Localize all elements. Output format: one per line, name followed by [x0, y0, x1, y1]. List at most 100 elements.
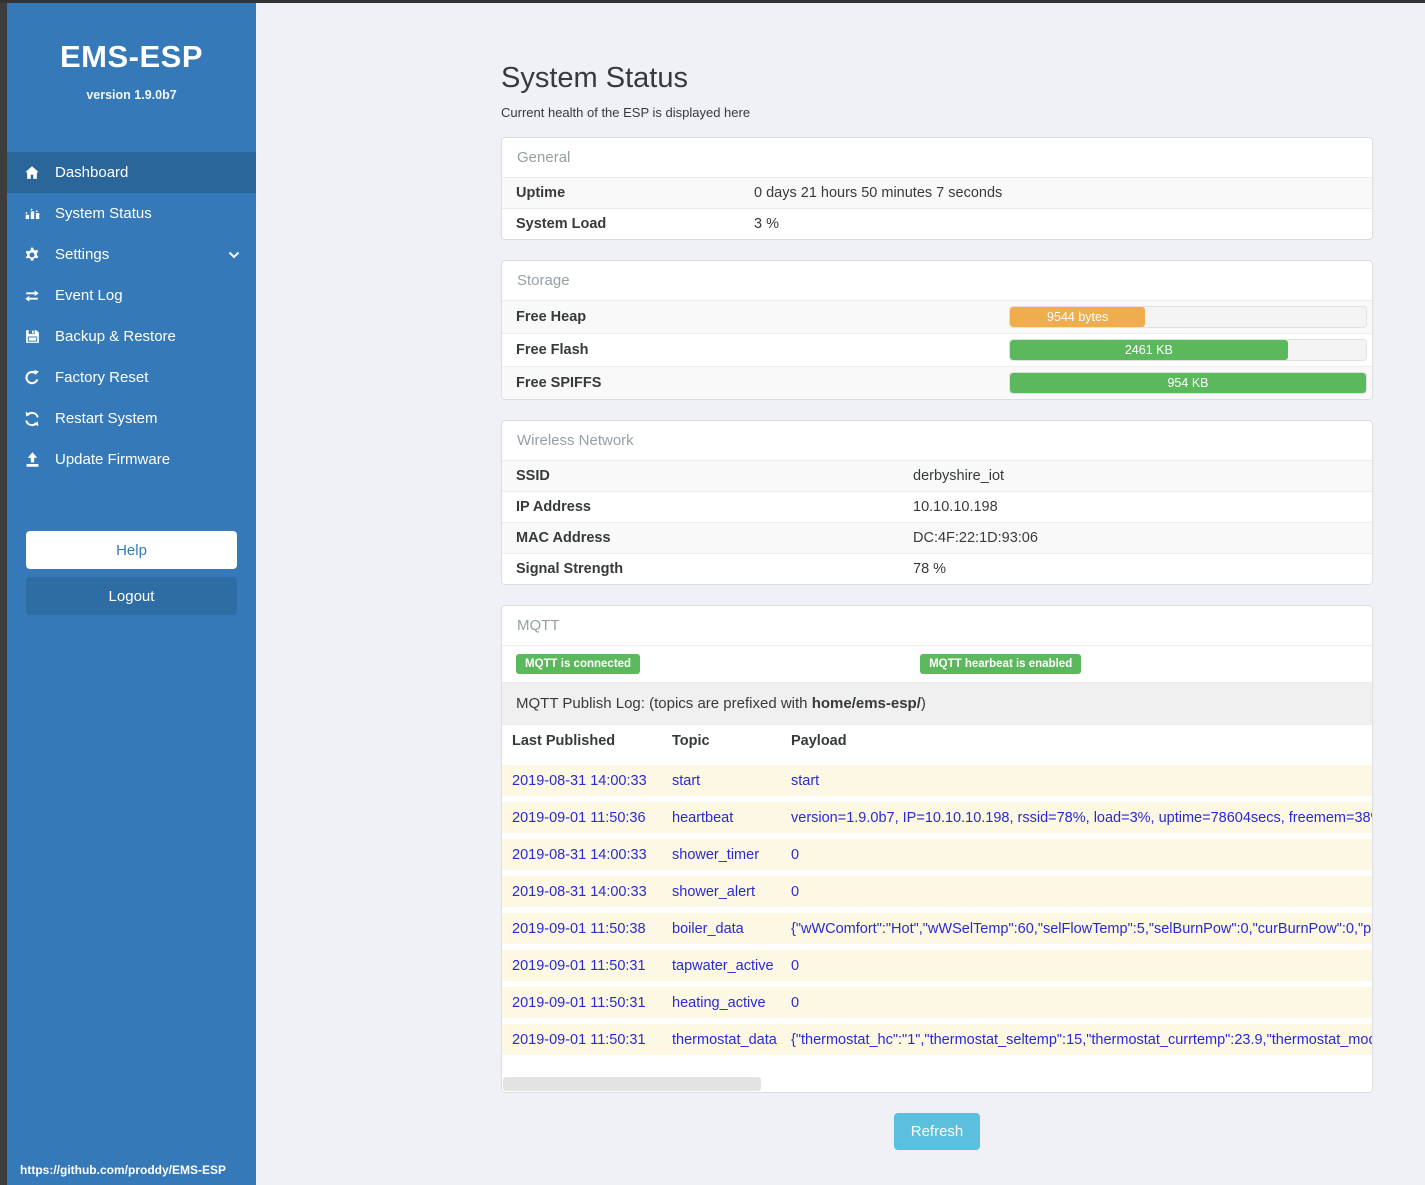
row-value: derbyshire_iot [913, 468, 1005, 484]
column-header-payload: Payload [791, 733, 847, 749]
repeat-icon [22, 368, 42, 388]
sidebar-item-system-status[interactable]: System Status [7, 193, 256, 234]
row-label: IP Address [516, 499, 591, 515]
storage-row-free-spiffs: Free SPIFFS 954 KB [502, 366, 1372, 399]
status-badge: MQTT hearbeat is enabled [920, 654, 1082, 674]
page-title: System Status [501, 62, 688, 94]
horizontal-scrollbar[interactable] [502, 1077, 1372, 1092]
sidebar-item-label: System Status [55, 205, 152, 222]
mqtt-panel: MQTT MQTT is connected MQTT hearbeat is e… [501, 605, 1373, 1093]
cell-last-published: 2019-09-01 11:50:31 [512, 1031, 646, 1048]
wireless-panel-title: Wireless Network [517, 432, 634, 449]
sidebar-item-label: Event Log [55, 287, 123, 304]
cell-last-published: 2019-08-31 14:00:33 [512, 883, 647, 900]
sidebar-item-event-log[interactable]: Event Log [7, 275, 256, 316]
sidebar-item-update-firmware[interactable]: Update Firmware [7, 439, 256, 480]
app-title: EMS-ESP [59, 39, 204, 74]
table-bottom-space [502, 1055, 1372, 1077]
progress-bar-fill: 954 KB [1010, 373, 1366, 393]
row-label: Free Flash [516, 342, 589, 358]
cell-topic: start [672, 772, 701, 789]
sidebar-item-label: Factory Reset [55, 369, 149, 386]
table-row-heating_active: 2019-09-01 11:50:31 heating_active 0 [502, 987, 1372, 1018]
sidebar-item-backup-restore[interactable]: Backup & Restore [7, 316, 256, 357]
progress-bar-track: 2461 KB [1009, 339, 1367, 361]
row-label: SSID [516, 468, 550, 484]
table-row-boiler_data: 2019-09-01 11:50:38 boiler_data {"wWComfor… [502, 913, 1372, 944]
upload-icon [22, 450, 42, 470]
sidebar-item-label: Update Firmware [55, 451, 171, 468]
mqtt-status-badges: MQTT is connected MQTT hearbeat is enable… [502, 645, 1372, 682]
sidebar: EMS-ESP version 1.9.0b7 Dashboard System … [7, 3, 256, 1185]
save-icon [22, 327, 42, 347]
app-version: version 1.9.0b7 [86, 88, 177, 102]
sidebar-nav: Dashboard System Status Settings Event Log B… [7, 152, 256, 480]
table-row-heartbeat: 2019-09-01 11:50:36 heartbeat version=1.9.… [502, 802, 1372, 833]
wireless-row-ssid: SSID derbyshire_iot [502, 460, 1372, 491]
home-icon [22, 163, 42, 183]
sidebar-item-factory-reset[interactable]: Factory Reset [7, 357, 256, 398]
storage-panel-title: Storage [517, 272, 570, 289]
github-link[interactable]: https://github.com/proddy/EMS-ESP [20, 1163, 226, 1177]
table-row-thermostat_data: 2019-09-01 11:50:31 thermostat_data {"ther… [502, 1024, 1372, 1055]
refresh-area: Refresh [501, 1113, 1373, 1150]
table-row-shower_alert: 2019-08-31 14:00:33 shower_alert 0 [502, 876, 1372, 907]
cell-topic: boiler_data [672, 920, 744, 937]
storage-panel: Storage Free Heap 9544 bytes Free Flash 246… [501, 260, 1373, 400]
mqtt-publish-log-caption: MQTT Publish Log: (topics are prefixed w… [502, 682, 1372, 724]
chart-icon [22, 204, 42, 224]
publish-log-text: MQTT Publish Log: (topics are prefixed w… [516, 695, 812, 712]
progress-bar-fill: 9544 bytes [1010, 307, 1146, 327]
row-label: System Load [516, 216, 607, 232]
main-content: System Status Current health of the ESP … [501, 3, 1373, 1150]
progress-bar-track: 9544 bytes [1009, 306, 1367, 328]
cell-topic: shower_timer [672, 846, 760, 863]
sidebar-item-dashboard[interactable]: Dashboard [7, 152, 256, 193]
cell-last-published: 2019-08-31 14:00:33 [512, 846, 647, 863]
general-row-uptime: Uptime 0 days 21 hours 50 minutes 7 secon… [502, 177, 1372, 208]
cell-topic: heartbeat [672, 809, 734, 826]
cell-payload: 0 [791, 957, 800, 974]
cell-payload: version=1.9.0b7, IP=10.10.10.198, rssid=… [791, 809, 1372, 826]
cell-last-published: 2019-08-31 14:00:33 [512, 772, 647, 789]
column-header-topic: Topic [672, 733, 710, 749]
wireless-row-signal-strength: Signal Strength 78 % [502, 553, 1372, 584]
cell-last-published: 2019-09-01 11:50:36 [512, 809, 646, 826]
cell-payload: {"thermostat_hc":"1","thermostat_seltemp… [791, 1031, 1372, 1048]
row-label: MAC Address [516, 530, 611, 546]
general-panel-title: General [517, 149, 571, 166]
table-header-row: Last Published Topic Payload [502, 724, 1372, 757]
page-subtitle: Current health of the ESP is displayed h… [501, 105, 751, 120]
row-label: Free SPIFFS [516, 375, 602, 391]
mqtt-publish-table: Last Published Topic Payload 2019-08-31 14… [502, 724, 1372, 1092]
cell-last-published: 2019-09-01 11:50:31 [512, 994, 646, 1011]
storage-row-free-heap: Free Heap 9544 bytes [502, 300, 1372, 333]
sidebar-item-label: Backup & Restore [55, 328, 176, 345]
refresh-button[interactable]: Refresh [893, 1113, 981, 1150]
table-row-tapwater_active: 2019-09-01 11:50:31 tapwater_active 0 [502, 950, 1372, 981]
progress-bar-track: 954 KB [1009, 372, 1367, 394]
sidebar-item-label: Settings [55, 246, 110, 263]
row-value: 78 % [913, 561, 947, 577]
help-button[interactable]: Help [26, 531, 237, 569]
cell-payload: 0 [791, 846, 800, 863]
row-label: Free Heap [516, 309, 587, 325]
wireless-row-ip-address: IP Address 10.10.10.198 [502, 491, 1372, 522]
window-top-border [0, 0, 1425, 3]
sidebar-item-restart-system[interactable]: Restart System [7, 398, 256, 439]
general-row-system-load: System Load 3 % [502, 208, 1372, 239]
table-body: 2019-08-31 14:00:33 start start 2019-09-01 … [502, 757, 1372, 1055]
publish-log-topic-prefix: home/ems-esp/ [811, 695, 921, 712]
row-value: 10.10.10.198 [913, 499, 998, 515]
logout-button[interactable]: Logout [26, 577, 237, 615]
cell-payload: start [791, 772, 820, 789]
storage-row-free-flash: Free Flash 2461 KB [502, 333, 1372, 366]
cell-last-published: 2019-09-01 11:50:31 [512, 957, 646, 974]
cell-payload: 0 [791, 994, 800, 1011]
general-panel: General Uptime 0 days 21 hours 50 minutes… [501, 137, 1373, 240]
sidebar-item-settings[interactable]: Settings [7, 234, 256, 275]
sidebar-item-label: Restart System [55, 410, 158, 427]
row-label: Signal Strength [516, 561, 624, 577]
table-row-shower_timer: 2019-08-31 14:00:33 shower_timer 0 [502, 839, 1372, 870]
scrollbar-thumb[interactable] [503, 1077, 761, 1091]
